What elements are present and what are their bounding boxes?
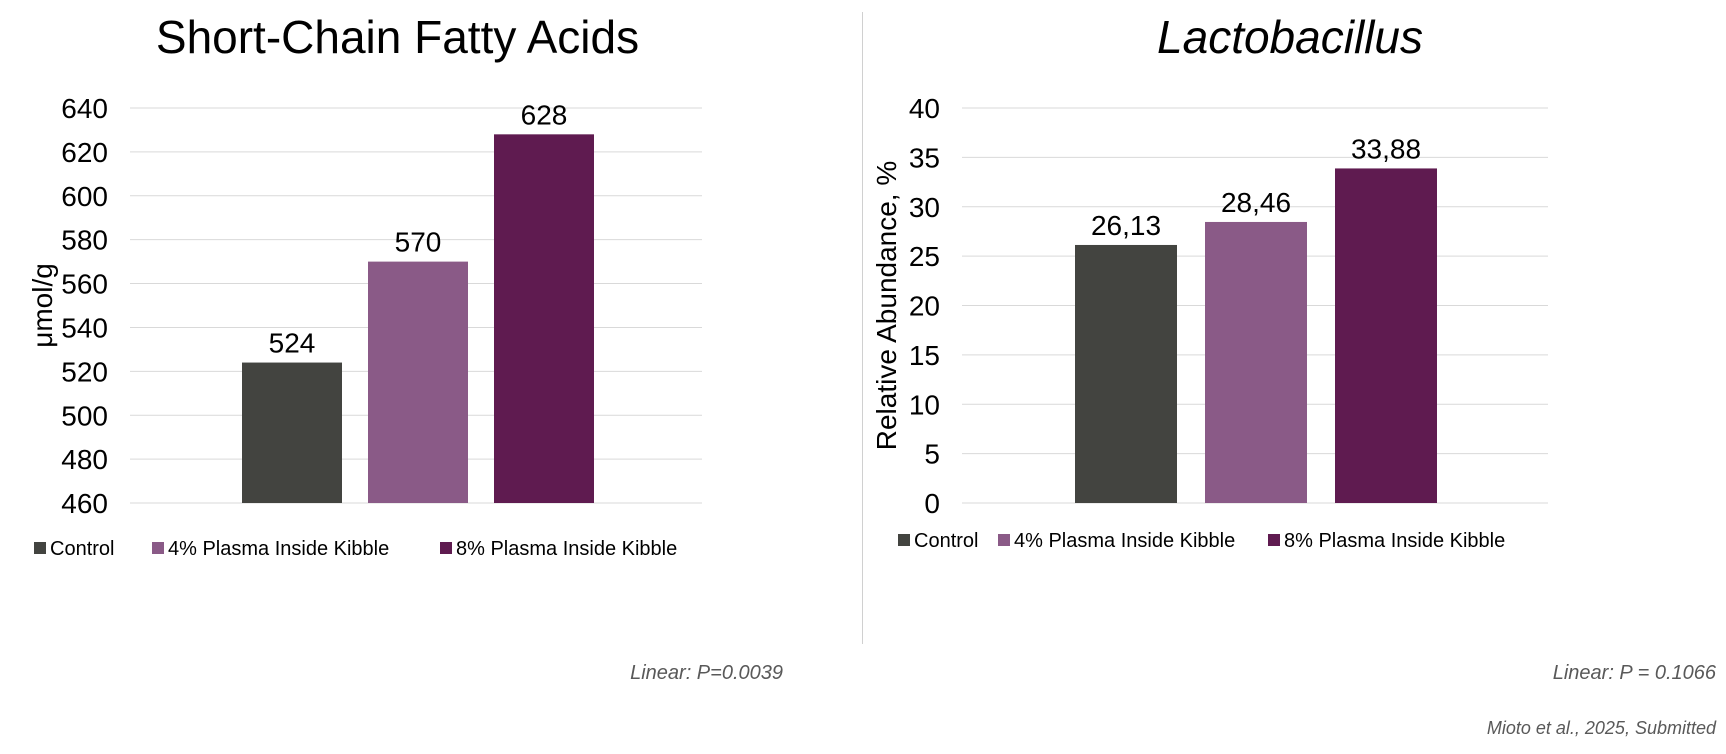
lacto-y-tick-label: 20 [909,291,940,322]
scfa-y-tick-label: 600 [61,181,108,212]
scfa-y-tick-label: 560 [61,269,108,300]
chart-title-lactobacillus: Lactobacillus [1157,11,1423,63]
panel-divider [862,12,863,644]
chart-title-scfa: Short-Chain Fatty Acids [155,11,640,63]
lacto-legend-label: 4% Plasma Inside Kibble [1014,530,1235,552]
lacto-data-label: 26,13 [1091,210,1161,241]
scfa-y-tick-label: 480 [61,444,108,475]
lacto-y-tick-label: 0 [924,488,940,519]
lacto-bar-1 [1075,244,1177,503]
lacto-y-tick-label: 25 [909,241,940,272]
scfa-legend-swatch-2 [152,542,164,554]
scfa-data-label: 524 [269,328,316,359]
lacto-legend-label: 8% Plasma Inside Kibble [1284,530,1505,552]
p-value-scfa: Linear: P=0.0039 [630,662,783,684]
lacto-legend-label: Control [914,530,978,552]
scfa-y-axis-label: μmol/g [27,263,58,348]
p-value-lactobacillus: Linear: P = 0.1066 [1552,662,1716,684]
scfa-y-tick-label: 580 [61,225,108,256]
lacto-data-label: 28,46 [1221,187,1291,218]
scfa-legend-label: 8% Plasma Inside Kibble [456,538,677,560]
scfa-legend-swatch-3 [440,542,452,554]
scfa-bar-1 [242,362,342,503]
lacto-y-tick-label: 5 [924,439,940,470]
lacto-y-tick-label: 30 [909,192,940,223]
lacto-y-axis-label: Relative Abundance, % [871,161,902,451]
lacto-y-tick-label: 15 [909,340,940,371]
scfa-y-tick-label: 620 [61,137,108,168]
lacto-legend-swatch-1 [898,534,910,546]
lacto-data-label: 33,88 [1351,133,1421,164]
scfa-y-tick-label: 640 [61,93,108,124]
lacto-bar-3 [1335,168,1437,503]
lacto-y-tick-label: 35 [909,142,940,173]
scfa-y-tick-label: 460 [61,488,108,519]
scfa-data-label: 628 [521,99,568,130]
scfa-legend-swatch-1 [34,542,46,554]
citation: Mioto et al., 2025, Submitted [1486,718,1716,738]
scfa-legend-label: Control [50,538,114,560]
scfa-data-label: 570 [395,227,442,258]
lacto-legend-swatch-2 [998,534,1010,546]
scfa-y-tick-label: 520 [61,356,108,387]
lacto-y-tick-label: 40 [909,93,940,124]
lacto-legend-swatch-3 [1268,534,1280,546]
scfa-y-tick-label: 540 [61,313,108,344]
scfa-y-tick-label: 500 [61,400,108,431]
scfa-bar-2 [368,261,468,503]
lacto-y-tick-label: 10 [909,389,940,420]
lacto-bar-2 [1205,221,1307,503]
scfa-bar-3 [494,134,594,504]
scfa-legend-label: 4% Plasma Inside Kibble [168,538,389,560]
